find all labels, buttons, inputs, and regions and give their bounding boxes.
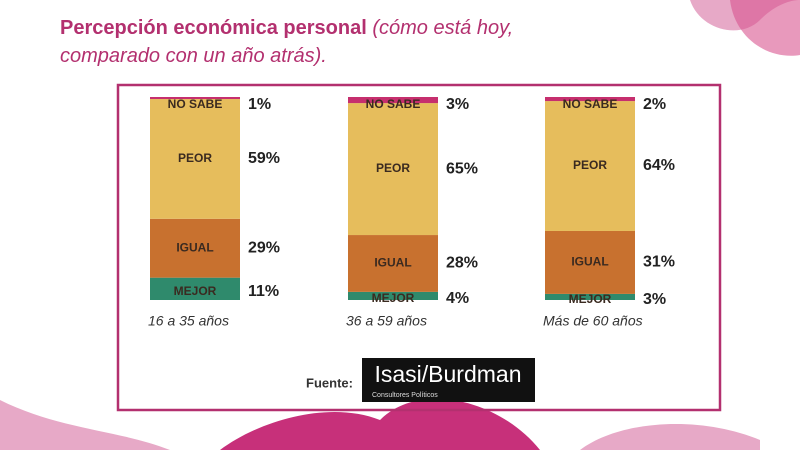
segment-label: PEOR bbox=[376, 161, 410, 175]
x-tick-label: Más de 60 años bbox=[543, 313, 643, 329]
bar-segment bbox=[150, 99, 240, 219]
segment-label: NO SABE bbox=[168, 97, 223, 111]
bar-segment bbox=[348, 291, 438, 300]
value-label: 31% bbox=[643, 254, 675, 271]
segment-label: PEOR bbox=[178, 151, 212, 165]
value-label: 4% bbox=[446, 290, 469, 307]
segment-label: PEOR bbox=[573, 158, 607, 172]
bar-segment bbox=[348, 97, 438, 104]
value-label: 64% bbox=[643, 157, 675, 174]
bar-segment bbox=[150, 97, 240, 100]
value-label: 1% bbox=[248, 96, 271, 113]
decoration bbox=[220, 398, 540, 450]
bar-segment bbox=[150, 277, 240, 300]
bar-segment bbox=[545, 293, 635, 300]
segment-label: MEJOR bbox=[372, 291, 415, 305]
segment-label: IGUAL bbox=[374, 256, 411, 270]
chart-subtitle: (cómo está hoy, comparado con un año atr… bbox=[60, 17, 514, 67]
bar-segment bbox=[348, 103, 438, 236]
bar-segment bbox=[150, 218, 240, 278]
value-label: 3% bbox=[643, 291, 666, 308]
segment-label: NO SABE bbox=[563, 97, 618, 111]
chart-title-block: Percepción económica personal (cómo está… bbox=[60, 14, 600, 70]
bar-segment bbox=[545, 101, 635, 231]
value-label: 2% bbox=[643, 96, 666, 113]
value-label: 11% bbox=[248, 283, 279, 300]
value-label: 3% bbox=[446, 96, 469, 113]
bar-segment bbox=[545, 97, 635, 102]
bar-segment bbox=[545, 230, 635, 294]
segment-label: IGUAL bbox=[571, 255, 608, 269]
chart-frame bbox=[116, 83, 722, 412]
x-tick-label: 16 a 35 años bbox=[148, 313, 229, 329]
decoration bbox=[0, 400, 170, 450]
source-label: Fuente: bbox=[306, 375, 353, 390]
logo-subtitle: Consultores Políticos bbox=[372, 392, 438, 399]
segment-label: NO SABE bbox=[366, 97, 421, 111]
value-label: 29% bbox=[248, 239, 280, 256]
x-tick-label: 36 a 59 años bbox=[346, 313, 427, 329]
segment-label: MEJOR bbox=[569, 292, 612, 306]
segment-label: IGUAL bbox=[176, 240, 213, 254]
decoration bbox=[730, 0, 800, 56]
logo-text: Isasi/Burdman bbox=[374, 361, 521, 387]
value-label: 28% bbox=[446, 255, 478, 272]
logo bbox=[362, 358, 535, 402]
value-label: 65% bbox=[446, 160, 478, 177]
value-label: 59% bbox=[248, 150, 280, 167]
decoration bbox=[580, 423, 760, 450]
segment-label: MEJOR bbox=[174, 284, 217, 298]
chart-title: Percepción económica personal bbox=[60, 17, 367, 39]
bar-segment bbox=[348, 235, 438, 292]
